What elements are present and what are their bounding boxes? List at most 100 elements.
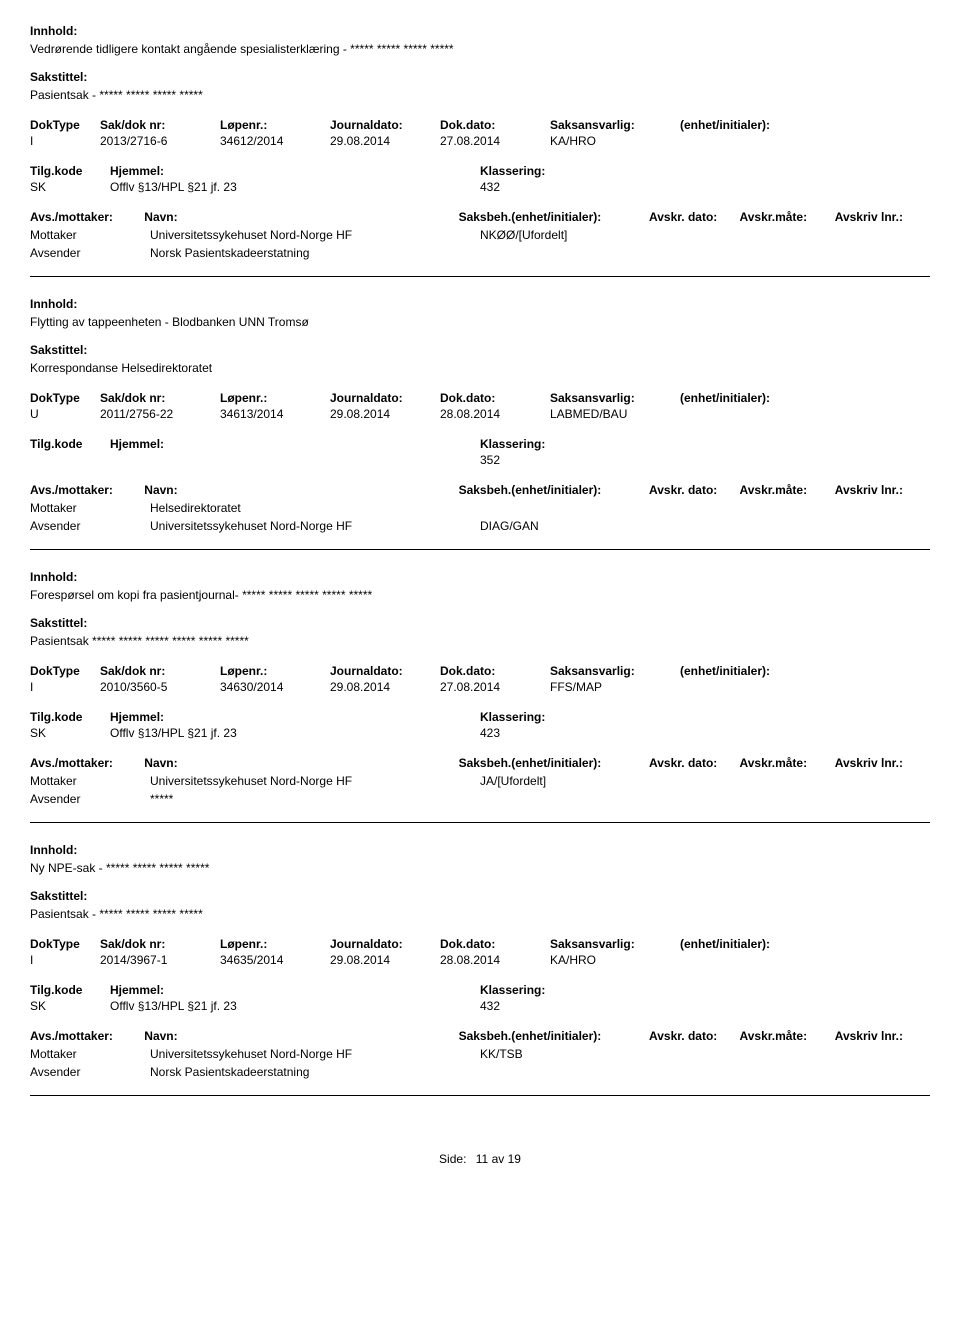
- doktype-value: U: [30, 407, 100, 421]
- main-data: I2010/3560-534630/201429.08.201427.08.20…: [30, 680, 930, 704]
- tilg-value: SK: [30, 726, 110, 740]
- avskr-mate-header: Avskr.måte:: [740, 756, 835, 770]
- dokdato-header: Dok.dato:: [440, 391, 550, 405]
- lopenr-header: Løpenr.:: [220, 664, 330, 678]
- journaldato-header: Journaldato:: [330, 118, 440, 132]
- entry-separator: [30, 549, 930, 550]
- saksbeh-header: Saksbeh.(enhet/initialer):: [459, 210, 649, 224]
- party-name: Norsk Pasientskadeerstatning: [150, 246, 480, 260]
- party-unit: [480, 246, 680, 260]
- main-headers: DokTypeSak/dok nr:Løpenr.:Journaldato:Do…: [30, 658, 930, 680]
- lopenr-value: 34630/2014: [220, 680, 330, 694]
- innhold-value: Flytting av tappeenheten - Blodbanken UN…: [30, 313, 930, 339]
- dokdato-header: Dok.dato:: [440, 118, 550, 132]
- sakstittel-label: Sakstittel:: [30, 612, 930, 632]
- journaldato-header: Journaldato:: [330, 664, 440, 678]
- tilgkode-header: Tilg.kode: [30, 710, 110, 724]
- journaldato-value: 29.08.2014: [330, 407, 440, 421]
- tilg-data: 352: [30, 453, 930, 477]
- hjemmel-value: Offlv §13/HPL §21 jf. 23: [110, 726, 480, 740]
- journal-entry: Innhold:Ny NPE-sak - ***** ***** ***** *…: [30, 839, 930, 1081]
- klassering-value: 423: [480, 726, 680, 740]
- journaldato-header: Journaldato:: [330, 937, 440, 951]
- party-headers: Avs./mottaker:Navn:Saksbeh.(enhet/initia…: [30, 750, 930, 772]
- hjemmel-value: Offlv §13/HPL §21 jf. 23: [110, 180, 480, 194]
- footer-page: 11: [476, 1152, 488, 1166]
- dokdato-header: Dok.dato:: [440, 664, 550, 678]
- enhet-header: (enhet/initialer):: [680, 118, 820, 132]
- saksansvarlig-value: KA/HRO: [550, 953, 680, 967]
- tilg-headers: Tilg.kodeHjemmel:Klassering:: [30, 431, 930, 453]
- doktype-header: DokType: [30, 664, 100, 678]
- sakstittel-label: Sakstittel:: [30, 66, 930, 86]
- navn-header: Navn:: [144, 1029, 458, 1043]
- doktype-header: DokType: [30, 118, 100, 132]
- entry-separator: [30, 822, 930, 823]
- dokdato-value: 27.08.2014: [440, 680, 550, 694]
- klassering-header: Klassering:: [480, 164, 680, 178]
- tilg-data: SKOfflv §13/HPL §21 jf. 23423: [30, 726, 930, 750]
- main-headers: DokTypeSak/dok nr:Løpenr.:Journaldato:Do…: [30, 112, 930, 134]
- party-headers: Avs./mottaker:Navn:Saksbeh.(enhet/initia…: [30, 1023, 930, 1045]
- klassering-header: Klassering:: [480, 437, 680, 451]
- journal-entry: Innhold:Flytting av tappeenheten - Blodb…: [30, 293, 930, 535]
- avskr-dato-header: Avskr. dato:: [649, 1029, 739, 1043]
- party-row: MottakerHelsedirektoratet: [30, 499, 930, 517]
- tilg-headers: Tilg.kodeHjemmel:Klassering:: [30, 977, 930, 999]
- sakdok-value: 2010/3560-5: [100, 680, 220, 694]
- party-role: Avsender: [30, 1065, 150, 1079]
- innhold-value: Vedrørende tidligere kontakt angående sp…: [30, 40, 930, 66]
- saksansvarlig-value: KA/HRO: [550, 134, 680, 148]
- enhet-header: (enhet/initialer):: [680, 937, 820, 951]
- sakdok-header: Sak/dok nr:: [100, 391, 220, 405]
- hjemmel-header: Hjemmel:: [110, 710, 480, 724]
- party-headers: Avs./mottaker:Navn:Saksbeh.(enhet/initia…: [30, 477, 930, 499]
- avsmottaker-header: Avs./mottaker:: [30, 1029, 144, 1043]
- party-unit: [480, 501, 680, 515]
- lopenr-value: 34612/2014: [220, 134, 330, 148]
- journaldato-value: 29.08.2014: [330, 953, 440, 967]
- party-name: Universitetssykehuset Nord-Norge HF: [150, 774, 480, 788]
- main-headers: DokTypeSak/dok nr:Løpenr.:Journaldato:Do…: [30, 931, 930, 953]
- lopenr-header: Løpenr.:: [220, 937, 330, 951]
- klassering-header: Klassering:: [480, 710, 680, 724]
- hjemmel-header: Hjemmel:: [110, 437, 480, 451]
- sakstittel-label: Sakstittel:: [30, 885, 930, 905]
- party-role: Mottaker: [30, 1047, 150, 1061]
- party-row: MottakerUniversitetssykehuset Nord-Norge…: [30, 226, 930, 244]
- saksansvarlig-value: FFS/MAP: [550, 680, 680, 694]
- klassering-value: 432: [480, 180, 680, 194]
- saksansvarlig-header: Saksansvarlig:: [550, 937, 680, 951]
- sakstittel-value: Pasientsak - ***** ***** ***** *****: [30, 905, 930, 931]
- party-row: AvsenderNorsk Pasientskadeerstatning: [30, 1063, 930, 1081]
- main-headers: DokTypeSak/dok nr:Løpenr.:Journaldato:Do…: [30, 385, 930, 407]
- doktype-value: I: [30, 953, 100, 967]
- party-name: Universitetssykehuset Nord-Norge HF: [150, 1047, 480, 1061]
- sakdok-header: Sak/dok nr:: [100, 664, 220, 678]
- journaldato-value: 29.08.2014: [330, 134, 440, 148]
- doktype-header: DokType: [30, 937, 100, 951]
- party-unit: [480, 792, 680, 806]
- main-data: I2014/3967-134635/201429.08.201428.08.20…: [30, 953, 930, 977]
- party-role: Mottaker: [30, 774, 150, 788]
- party-row: MottakerUniversitetssykehuset Nord-Norge…: [30, 772, 930, 790]
- avsmottaker-header: Avs./mottaker:: [30, 210, 144, 224]
- lopenr-value: 34635/2014: [220, 953, 330, 967]
- klassering-value: 432: [480, 999, 680, 1013]
- party-name: Universitetssykehuset Nord-Norge HF: [150, 228, 480, 242]
- innhold-label: Innhold:: [30, 20, 930, 40]
- party-row: Avsender*****: [30, 790, 930, 808]
- dokdato-header: Dok.dato:: [440, 937, 550, 951]
- avskr-mate-header: Avskr.måte:: [740, 1029, 835, 1043]
- sakdok-header: Sak/dok nr:: [100, 118, 220, 132]
- party-headers: Avs./mottaker:Navn:Saksbeh.(enhet/initia…: [30, 204, 930, 226]
- party-row: AvsenderUniversitetssykehuset Nord-Norge…: [30, 517, 930, 535]
- saksbeh-header: Saksbeh.(enhet/initialer):: [459, 483, 649, 497]
- party-name: Norsk Pasientskadeerstatning: [150, 1065, 480, 1079]
- innhold-label: Innhold:: [30, 293, 930, 313]
- footer-total: 19: [508, 1152, 521, 1166]
- party-name: Universitetssykehuset Nord-Norge HF: [150, 519, 480, 533]
- tilgkode-header: Tilg.kode: [30, 437, 110, 451]
- sakstittel-value: Pasientsak - ***** ***** ***** *****: [30, 86, 930, 112]
- journaldato-value: 29.08.2014: [330, 680, 440, 694]
